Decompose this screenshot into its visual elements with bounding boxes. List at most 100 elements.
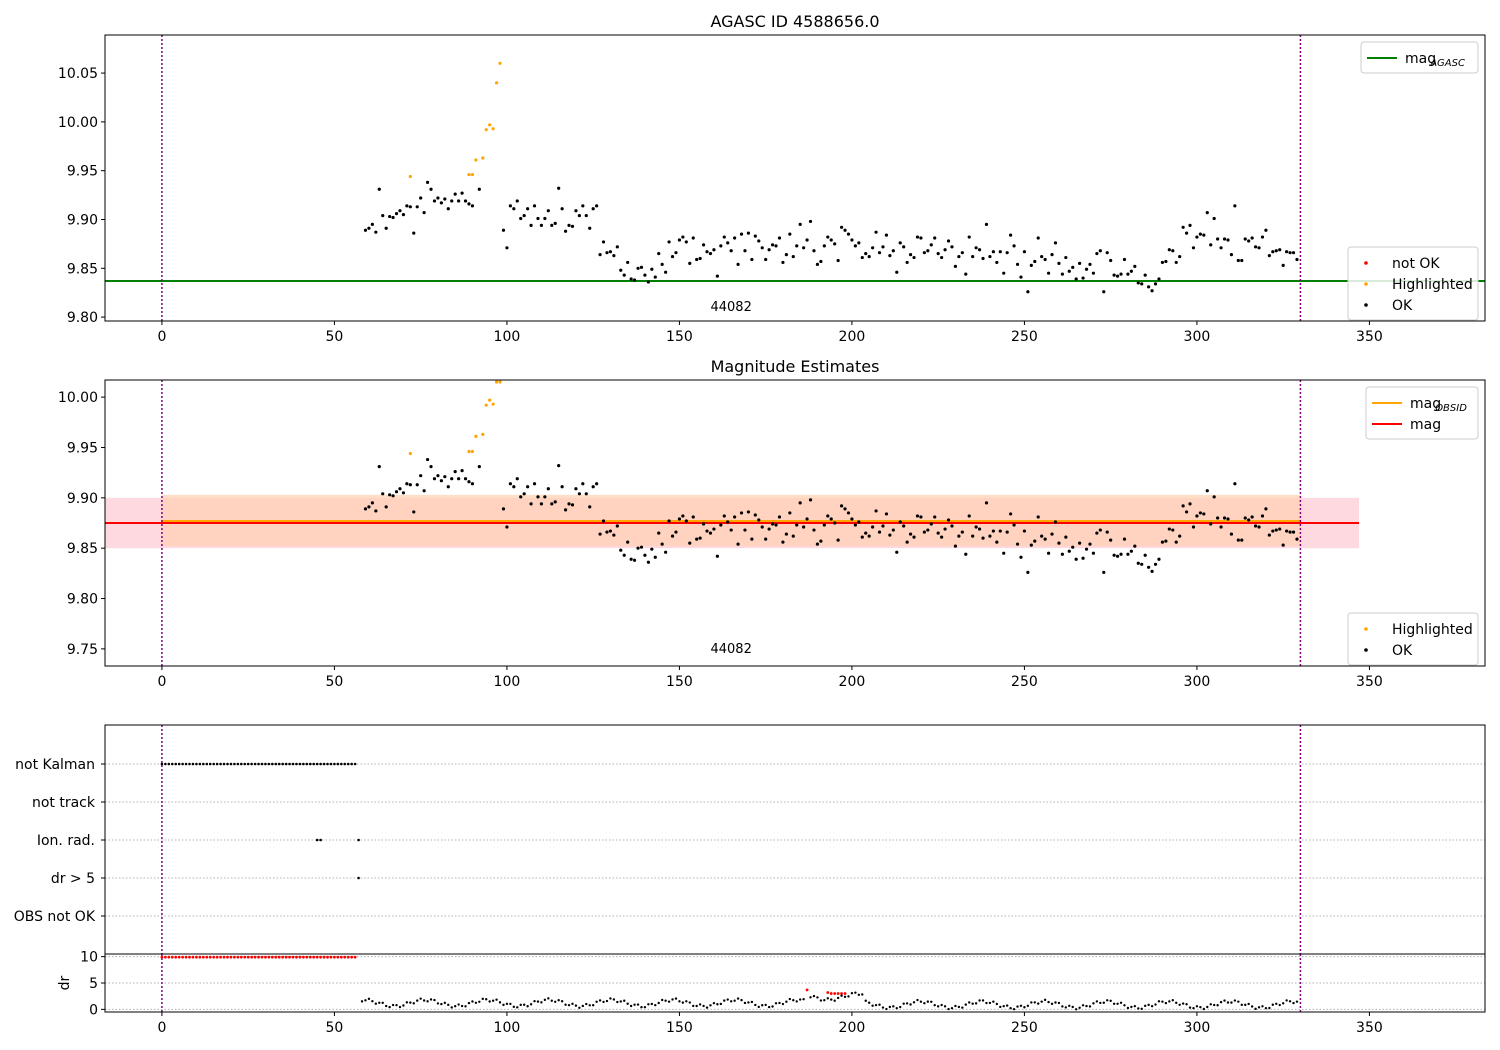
x-tick-label: 150 bbox=[666, 1020, 693, 1036]
data-point-ok bbox=[998, 529, 1002, 533]
data-point-ok bbox=[1278, 248, 1282, 252]
dr-point-ok bbox=[992, 1000, 995, 1003]
data-point-ok bbox=[1043, 537, 1047, 541]
data-point-ok bbox=[712, 527, 716, 531]
data-point-ok bbox=[639, 265, 644, 269]
data-point-ok bbox=[546, 209, 550, 213]
data-point-ok bbox=[1274, 249, 1278, 253]
data-point-ok bbox=[550, 502, 554, 506]
data-point-ok bbox=[1216, 516, 1220, 520]
legend-label: mag bbox=[1405, 51, 1436, 67]
data-point-ok bbox=[1167, 248, 1171, 252]
data-point-highlighted bbox=[498, 61, 502, 65]
flag-point-not-kalman bbox=[174, 762, 178, 766]
data-point-ok bbox=[1278, 527, 1282, 531]
data-point-ok bbox=[1067, 549, 1071, 553]
dr-point-not-ok bbox=[301, 955, 305, 959]
data-point-ok bbox=[1157, 557, 1161, 561]
flag-point-not-kalman bbox=[343, 762, 347, 766]
dr-point-ok bbox=[1106, 999, 1109, 1002]
data-point-ok bbox=[891, 249, 895, 253]
flag-point-not-kalman bbox=[198, 762, 202, 766]
data-point-ok bbox=[1067, 269, 1071, 273]
flag-point-not-kalman bbox=[202, 762, 205, 766]
dr-point-ok bbox=[1233, 999, 1237, 1002]
data-point-ok bbox=[567, 502, 571, 506]
data-point-ok bbox=[405, 204, 409, 208]
dr-point-ok bbox=[919, 1000, 923, 1003]
dr-point-ok bbox=[374, 1002, 378, 1005]
dr-point-ok bbox=[899, 1005, 902, 1009]
y-tick-label: 9.85 bbox=[67, 261, 98, 277]
dr-point-ok bbox=[567, 1003, 571, 1007]
data-point-ok bbox=[808, 498, 813, 502]
data-point-ok bbox=[905, 260, 909, 265]
data-point-ok bbox=[612, 254, 616, 258]
dr-point-ok bbox=[1168, 1000, 1171, 1003]
data-point-ok bbox=[774, 523, 778, 527]
data-point-ok bbox=[394, 212, 399, 216]
data-point-highlighted bbox=[470, 172, 475, 177]
data-point-ok bbox=[860, 535, 864, 539]
flag-point-not-kalman bbox=[319, 762, 322, 766]
data-point-ok bbox=[643, 273, 647, 277]
data-point-ok bbox=[822, 244, 826, 248]
data-point-ok bbox=[891, 528, 895, 532]
data-point-ok bbox=[501, 228, 506, 232]
data-point-ok bbox=[781, 540, 785, 544]
data-point-ok bbox=[384, 505, 388, 509]
data-point-ok bbox=[1026, 290, 1030, 294]
y-tick-label: 9.95 bbox=[67, 164, 98, 180]
flag-point-not-kalman bbox=[233, 762, 236, 766]
dr-point-ok bbox=[485, 998, 488, 1001]
flag-point-ion-rad bbox=[357, 838, 360, 842]
data-point-ok bbox=[598, 532, 602, 536]
dr-point-ok bbox=[360, 1000, 364, 1003]
data-point-ok bbox=[1074, 557, 1078, 561]
data-point-ok bbox=[581, 482, 585, 486]
data-point-ok bbox=[432, 199, 437, 203]
dr-point-not-ok bbox=[322, 955, 326, 959]
data-point-ok bbox=[843, 507, 847, 511]
data-point-ok bbox=[443, 197, 447, 201]
flag-point-not-kalman bbox=[177, 762, 181, 766]
data-point-ok bbox=[1178, 254, 1182, 259]
data-point-ok bbox=[784, 532, 788, 536]
dr-point-ok bbox=[778, 1001, 781, 1005]
y-tick-label: 9.95 bbox=[67, 440, 98, 456]
flag-point-not-kalman bbox=[346, 762, 350, 766]
dr-point-not-ok bbox=[222, 955, 226, 959]
data-point-ok bbox=[1081, 276, 1085, 280]
dr-point-ok bbox=[743, 1001, 747, 1005]
data-point-ok bbox=[1271, 529, 1275, 533]
dr-point-ok bbox=[436, 1002, 440, 1005]
x-tick-label: 200 bbox=[839, 329, 866, 345]
dr-point-ok bbox=[878, 1003, 881, 1006]
data-point-ok bbox=[881, 245, 885, 249]
data-point-ok bbox=[908, 253, 913, 257]
data-point-ok bbox=[467, 202, 471, 206]
data-point-ok bbox=[1285, 529, 1289, 533]
dr-point-ok bbox=[660, 998, 664, 1002]
data-point-ok bbox=[898, 241, 902, 245]
data-point-ok bbox=[615, 524, 619, 528]
data-point-ok bbox=[1060, 272, 1064, 276]
x-tick-label: 50 bbox=[326, 674, 344, 690]
dr-point-ok bbox=[447, 1003, 450, 1007]
data-point-ok bbox=[1253, 245, 1258, 249]
dr-point-ok bbox=[926, 1000, 930, 1003]
dr-point-ok bbox=[516, 1006, 519, 1009]
dr-point-ok bbox=[781, 1002, 785, 1006]
dr-point-not-ok bbox=[219, 955, 222, 959]
data-point-ok bbox=[857, 241, 861, 245]
data-point-ok bbox=[632, 278, 637, 282]
data-point-ok bbox=[577, 492, 581, 496]
dr-point-ok bbox=[412, 1002, 415, 1005]
dr-point-ok bbox=[923, 1002, 926, 1005]
data-point-ok bbox=[677, 517, 682, 521]
data-point-ok bbox=[1174, 540, 1178, 544]
flag-point-not-kalman bbox=[264, 762, 267, 766]
dr-point-not-ok bbox=[208, 955, 212, 959]
dr-point-ok bbox=[629, 1004, 633, 1008]
data-point-ok bbox=[1046, 271, 1051, 275]
